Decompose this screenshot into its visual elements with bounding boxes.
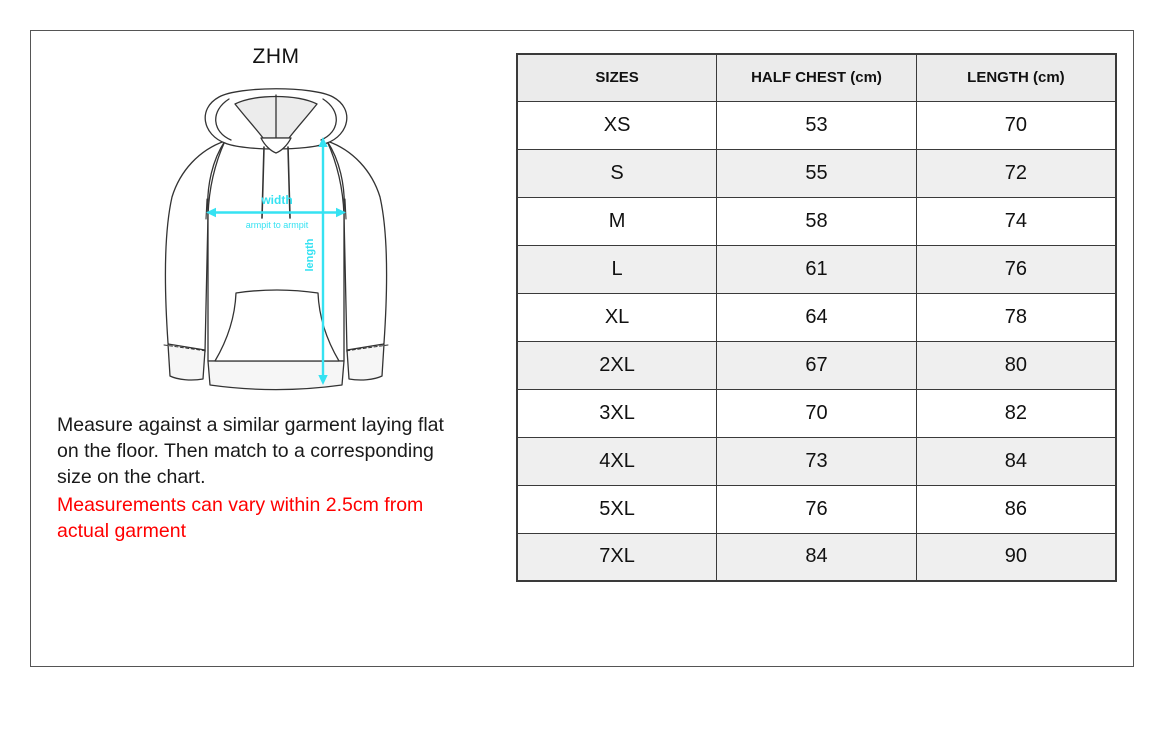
drawstring-right (287, 146, 291, 219)
size-cell: 7XL (516, 532, 718, 582)
width-arrowhead-right (336, 207, 346, 218)
measure-instructions: Measure against a similar garment laying… (57, 414, 444, 488)
hood-inner-arc-left (215, 98, 232, 141)
length-cell: 74 (915, 196, 1117, 246)
size-cell: XL (516, 292, 718, 342)
size-cell: 4XL (516, 436, 718, 486)
armpit-ticks (205, 198, 347, 220)
table-row: L 61 76 (516, 244, 1117, 294)
length-cell: 78 (915, 292, 1117, 342)
half-chest-cell: 84 (716, 532, 917, 582)
drawstring-left (261, 146, 265, 219)
table-row: 2XL 67 80 (516, 340, 1117, 390)
col-header-sizes: SIZES (516, 53, 718, 102)
half-chest-cell: 53 (716, 100, 917, 150)
length-cell: 72 (915, 148, 1117, 198)
hood-inner-arc-right (320, 98, 337, 141)
size-cell: L (516, 244, 718, 294)
size-cell: M (516, 196, 718, 246)
left-cuff-stitch (163, 344, 208, 352)
table-row: S 55 72 (516, 148, 1117, 198)
measurement-arrows: width armpit to armpit length (206, 137, 346, 385)
instructions-block: Measure against a similar garment laying… (57, 412, 529, 544)
content-frame: ZHM (30, 30, 1134, 667)
tolerance-note: Measurements can vary within 2.5cm from … (57, 494, 424, 542)
size-cell: 5XL (516, 484, 718, 534)
hoodie-outline (163, 88, 389, 391)
length-cell: 76 (915, 244, 1117, 294)
armpit-label: armpit to armpit (246, 220, 309, 230)
length-cell: 90 (915, 532, 1117, 582)
table-row: XS 53 70 (516, 100, 1117, 150)
right-sleeve (326, 140, 388, 354)
length-arrow-line (321, 145, 325, 377)
half-chest-cell: 58 (716, 196, 917, 246)
hem-band (207, 360, 345, 391)
width-arrowhead-left (206, 207, 216, 218)
neck-opening (260, 137, 292, 154)
col-header-length: LENGTH (cm) (915, 53, 1117, 102)
length-cell: 70 (915, 100, 1117, 150)
width-label: width (260, 193, 292, 207)
length-arrowhead-bottom (318, 375, 328, 385)
size-table-header: SIZES HALF CHEST (cm) LENGTH (cm) (516, 53, 1117, 102)
half-chest-cell: 55 (716, 148, 917, 198)
half-chest-cell: 76 (716, 484, 917, 534)
half-chest-cell: 64 (716, 292, 917, 342)
table-row: 5XL 76 86 (516, 484, 1117, 534)
size-cell: S (516, 148, 718, 198)
hoodie-diagram: width armpit to armpit length (163, 88, 389, 391)
length-cell: 84 (915, 436, 1117, 486)
width-arrow-line (211, 211, 341, 214)
right-cuff-stitch (344, 344, 389, 352)
length-arrowhead-top (318, 137, 328, 147)
col-header-half-chest: HALF CHEST (cm) (716, 53, 917, 102)
table-row: 4XL 73 84 (516, 436, 1117, 486)
table-row: M 58 74 (516, 196, 1117, 246)
size-cell: 3XL (516, 388, 718, 438)
size-cell: 2XL (516, 340, 718, 390)
length-cell: 86 (915, 484, 1117, 534)
table-row: XL 64 78 (516, 292, 1117, 342)
table-row: 3XL 70 82 (516, 388, 1117, 438)
length-label: length (304, 238, 316, 271)
half-chest-cell: 61 (716, 244, 917, 294)
size-cell: XS (516, 100, 718, 150)
half-chest-cell: 70 (716, 388, 917, 438)
right-cuff (346, 343, 385, 381)
size-table: SIZES HALF CHEST (cm) LENGTH (cm) XS 53 … (516, 53, 1117, 582)
table-row: 7XL 84 90 (516, 532, 1117, 582)
brand-title: ZHM (252, 45, 300, 68)
length-cell: 80 (915, 340, 1117, 390)
half-chest-cell: 73 (716, 436, 917, 486)
length-cell: 82 (915, 388, 1117, 438)
left-cuff (167, 343, 206, 381)
left-sleeve (164, 140, 226, 354)
half-chest-cell: 67 (716, 340, 917, 390)
